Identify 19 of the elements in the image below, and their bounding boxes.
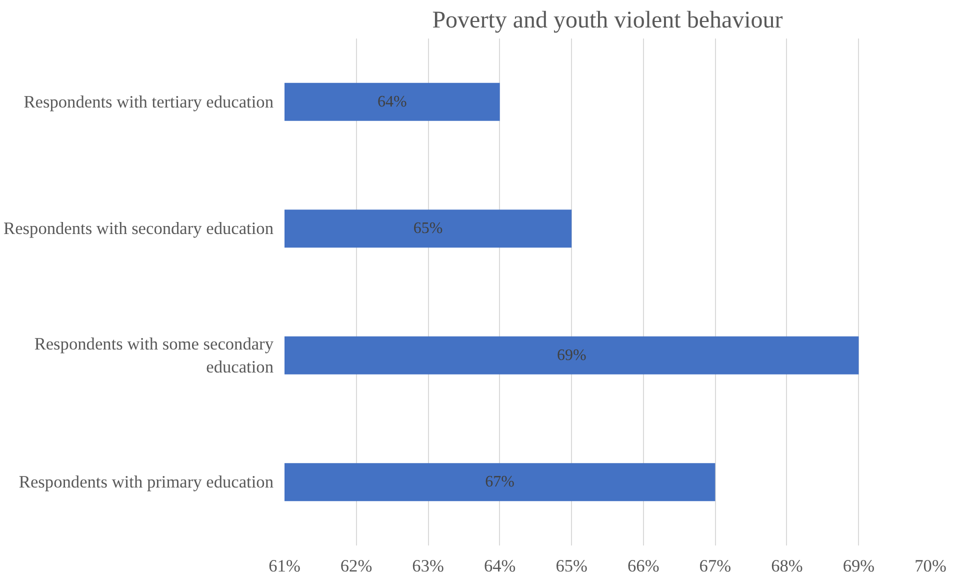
x-tick-label: 66% (628, 556, 660, 576)
data-label: 64% (378, 93, 407, 110)
x-tick-label: 67% (699, 556, 732, 576)
y-tick-label: Respondents with some secondary education (34, 334, 274, 376)
x-tick-label: 64% (484, 556, 516, 576)
x-tick-label: 62% (340, 556, 372, 576)
data-label: 67% (485, 474, 514, 491)
data-label: 69% (556, 346, 586, 364)
x-tick-label: 65% (556, 556, 588, 576)
x-tick-label: 63% (412, 556, 444, 576)
x-tick-label: 70% (914, 556, 946, 576)
y-tick-label: Respondents with tertiary education (24, 92, 274, 112)
y-tick-label: Respondents with primary education (18, 472, 274, 492)
x-tick-label: 68% (771, 556, 803, 576)
data-label: 65% (413, 220, 443, 238)
x-tick-label: 69% (842, 556, 875, 576)
x-tick-label: 61% (268, 556, 300, 576)
chart-title: Poverty and youth violent behaviour (432, 8, 783, 34)
y-tick-label: Respondents with secondary education (4, 219, 274, 238)
